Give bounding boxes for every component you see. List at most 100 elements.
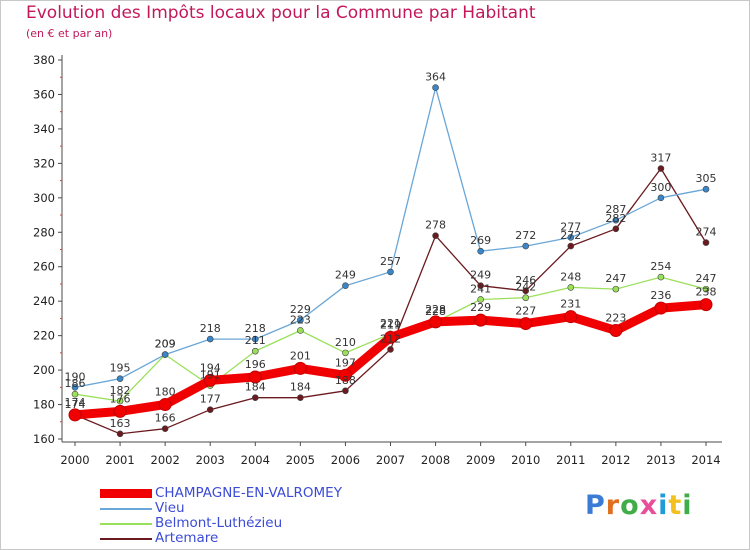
y-tick-label: 160 [33, 432, 55, 446]
data-point-vieu [522, 242, 530, 250]
x-tick-label: 2008 [421, 453, 450, 467]
data-label-vieu: 287 [605, 203, 626, 216]
data-point-champagne-en-valromey [338, 368, 352, 382]
logo-letter: x [639, 490, 659, 521]
x-tick-label: 2004 [241, 453, 270, 467]
data-point-artemare [657, 165, 665, 172]
data-point-champagne-en-valromey [429, 315, 443, 329]
data-label-champagne-en-valromey: 231 [560, 298, 581, 311]
legend-item-champagne: CHAMPAGNE-EN-VALROMEY [100, 486, 342, 501]
legend-label-artemare: Artemare [155, 530, 219, 546]
chart-title: Evolution des Impôts locaux pour la Comm… [26, 3, 536, 23]
data-label-champagne-en-valromey: 180 [155, 386, 176, 399]
chart-series [68, 84, 713, 438]
data-point-champagne-en-valromey [564, 310, 578, 324]
chart-legend: CHAMPAGNE-EN-VALROMEY Vieu Belmont-Luthé… [100, 486, 342, 546]
chart-axes: 160 180 200 220 240 260 280 300 320 340 360 380 2000… [33, 53, 722, 467]
data-label-belmont-luth-zieu: 241 [470, 282, 491, 295]
data-point-artemare [432, 232, 439, 240]
x-tick-label: 2013 [646, 453, 675, 467]
y-tick-label: 320 [33, 156, 55, 170]
data-label-artemare: 278 [425, 219, 446, 232]
data-point-artemare [477, 282, 484, 289]
data-point-belmont-luth-zieu [702, 285, 710, 293]
data-label-belmont-luth-zieu: 221 [380, 317, 401, 330]
data-point-belmont-luth-zieu [297, 327, 304, 334]
data-label-artemare: 274 [696, 226, 717, 239]
data-point-belmont-luth-zieu [477, 296, 484, 303]
data-label-belmont-luth-zieu: 247 [605, 272, 626, 285]
data-label-artemare: 166 [155, 412, 176, 425]
data-point-champagne-en-valromey [654, 301, 668, 315]
y-tick-label: 340 [33, 122, 55, 136]
data-point-belmont-luth-zieu [612, 285, 620, 293]
data-label-vieu: 300 [650, 181, 671, 194]
data-label-artemare: 246 [515, 274, 536, 287]
data-label-belmont-luth-zieu: 254 [650, 260, 671, 273]
legend-label-vieu: Vieu [155, 500, 185, 516]
logo-letter: P [585, 490, 606, 521]
data-label-artemare: 249 [470, 269, 491, 282]
data-point-vieu [657, 194, 665, 202]
x-tick-label: 2010 [511, 453, 540, 467]
legend-swatch-vieu [100, 507, 152, 510]
data-label-champagne-en-valromey: 223 [605, 311, 626, 324]
data-label-vieu: 190 [65, 370, 86, 383]
data-label-belmont-luth-zieu: 248 [560, 270, 581, 283]
data-point-artemare [522, 287, 530, 295]
data-point-vieu [477, 247, 484, 255]
logo-letter: i [682, 490, 693, 521]
data-label-artemare: 282 [605, 212, 626, 225]
legend-item-vieu: Vieu [100, 501, 342, 516]
data-point-champagne-en-valromey [203, 373, 217, 387]
x-tick-label: 2000 [60, 453, 89, 467]
data-label-vieu: 218 [245, 322, 266, 335]
data-label-vieu: 229 [290, 303, 311, 316]
data-label-belmont-luth-zieu: 182 [110, 384, 131, 397]
legend-label-belmont: Belmont-Luthézieu [155, 515, 283, 531]
data-label-vieu: 272 [515, 229, 536, 242]
data-point-champagne-en-valromey [519, 317, 533, 331]
x-tick-label: 2007 [376, 453, 405, 467]
data-label-belmont-luth-zieu: 247 [696, 272, 717, 285]
data-label-belmont-luth-zieu: 242 [515, 281, 536, 294]
data-label-vieu: 218 [200, 322, 221, 335]
data-label-vieu: 277 [560, 220, 581, 233]
logo-letter: i [658, 490, 669, 521]
data-label-vieu: 364 [425, 71, 446, 84]
data-label-champagne-en-valromey: 238 [696, 286, 717, 299]
y-tick-label: 300 [33, 191, 55, 205]
x-tick-label: 2006 [331, 453, 360, 467]
data-point-artemare [297, 394, 304, 401]
data-point-belmont-luth-zieu [522, 294, 530, 302]
data-label-belmont-luth-zieu: 191 [200, 369, 221, 382]
data-point-artemare [161, 425, 169, 432]
logo-letter: t [668, 490, 683, 521]
chart-data-labels: 174 163 166 177 184 184 188 212 278 249 246 272 282 3… [65, 71, 717, 430]
data-point-champagne-en-valromey [293, 361, 307, 375]
data-point-vieu [206, 335, 214, 343]
data-point-champagne-en-valromey [384, 330, 397, 344]
x-tick-label: 2012 [601, 453, 630, 467]
data-point-champagne-en-valromey [609, 323, 623, 337]
data-label-champagne-en-valromey: 227 [515, 305, 536, 318]
x-tick-label: 2002 [151, 453, 180, 467]
data-point-vieu [567, 234, 575, 241]
data-label-artemare: 177 [200, 393, 221, 406]
data-label-belmont-luth-zieu: 211 [245, 334, 266, 347]
x-tick-label: 2005 [286, 453, 315, 467]
data-label-champagne-en-valromey: 228 [425, 303, 446, 316]
data-point-vieu [702, 185, 710, 193]
y-tick-label: 220 [33, 329, 55, 343]
data-label-vieu: 257 [380, 255, 401, 268]
data-point-belmont-luth-zieu [567, 284, 575, 291]
x-tick-label: 2011 [556, 453, 585, 467]
data-label-belmont-luth-zieu: 223 [290, 313, 311, 326]
y-tick-label: 180 [33, 398, 55, 412]
x-tick-label: 2014 [691, 453, 720, 467]
data-point-belmont-luth-zieu [657, 273, 665, 281]
data-label-vieu: 209 [155, 338, 176, 351]
data-point-belmont-luth-zieu [116, 397, 124, 405]
data-label-belmont-luth-zieu: 210 [335, 336, 356, 349]
